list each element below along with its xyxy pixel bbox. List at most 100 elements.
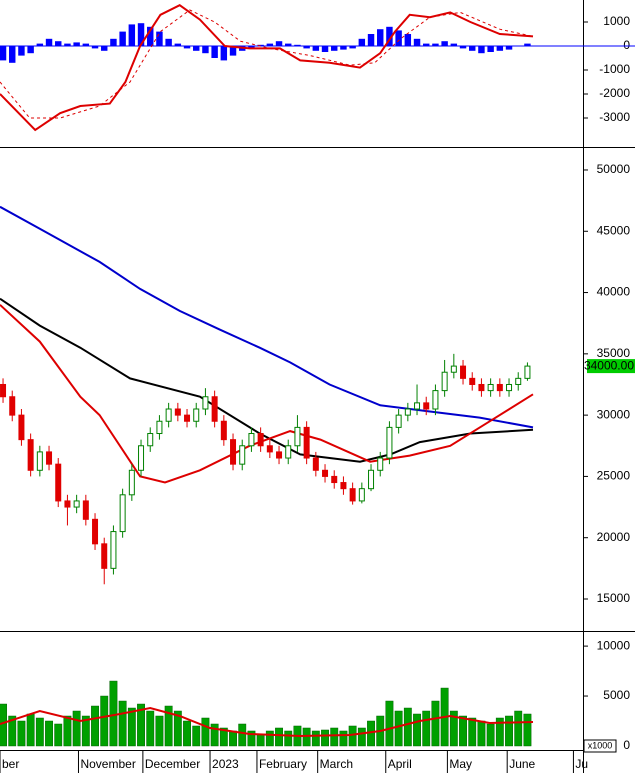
histogram-bar xyxy=(119,31,126,47)
candle-body xyxy=(294,426,301,447)
volume-bar xyxy=(0,703,7,747)
volume-bar xyxy=(26,713,35,747)
candle-body xyxy=(73,500,80,508)
volume-bar xyxy=(311,730,320,747)
histogram-bar xyxy=(193,46,200,51)
candle-body xyxy=(312,457,319,471)
histogram-bar xyxy=(27,46,34,54)
y-tick-label: 45000 xyxy=(597,223,631,237)
candle-body xyxy=(515,377,522,385)
candle-body xyxy=(110,531,117,569)
candle-body xyxy=(156,420,163,435)
candle-body xyxy=(524,365,531,379)
volume-bar xyxy=(486,723,495,747)
volume-bar xyxy=(321,729,329,747)
histogram-bar xyxy=(459,46,467,49)
histogram-bar xyxy=(441,41,448,47)
volume-bar xyxy=(459,715,467,747)
x-tick-label: 2023 xyxy=(212,757,239,771)
histogram-bar xyxy=(0,46,7,61)
candle-body xyxy=(101,543,108,569)
y-tick-label: 0 xyxy=(623,38,630,52)
histogram-bar xyxy=(45,38,53,47)
histogram-bar xyxy=(404,34,412,47)
candle-body xyxy=(36,451,43,471)
histogram-bar xyxy=(469,46,476,51)
x-tick-label: March xyxy=(320,757,353,771)
candle-body xyxy=(395,414,402,428)
histogram-bar xyxy=(9,46,16,63)
candle-body xyxy=(432,390,439,410)
x-tick-label: February xyxy=(259,757,307,771)
histogram-bar xyxy=(110,38,117,47)
candle-body xyxy=(423,402,430,410)
volume-bar xyxy=(72,710,81,747)
candle-body xyxy=(414,402,421,410)
y-tick-label: 30000 xyxy=(597,407,631,421)
histogram-bar xyxy=(275,41,283,47)
volume-bar xyxy=(81,715,90,747)
histogram-bar xyxy=(18,46,25,56)
candle-body xyxy=(285,445,292,459)
histogram-bar xyxy=(478,46,485,54)
y-tick-label: -1000 xyxy=(599,62,630,76)
volume-bar xyxy=(413,713,421,747)
histogram-bar xyxy=(64,43,71,47)
candle-body xyxy=(386,426,393,459)
y-tick-label: -2000 xyxy=(599,86,630,100)
volume-bar xyxy=(183,720,191,747)
volume-bar xyxy=(302,727,311,747)
volume-bar xyxy=(63,715,72,747)
volume-bar xyxy=(477,720,486,747)
histogram-bar xyxy=(128,24,136,47)
candle-body xyxy=(147,433,154,447)
histogram-bar xyxy=(349,46,356,49)
histogram-bar xyxy=(156,31,163,47)
histogram-bar xyxy=(147,26,154,47)
y-tick-label: 15000 xyxy=(597,591,631,605)
volume-bar xyxy=(275,727,283,747)
y-tick-label: 35000 xyxy=(597,346,631,360)
candle-body xyxy=(9,396,16,416)
volume-bar xyxy=(357,727,366,747)
candle-body xyxy=(220,420,227,441)
histogram-bar xyxy=(331,46,338,51)
volume-bar xyxy=(394,710,403,747)
y-tick-label: 20000 xyxy=(597,530,631,544)
candle-body xyxy=(368,469,375,490)
volume-bar xyxy=(91,705,99,747)
volume-bar xyxy=(385,700,394,747)
indicator-line xyxy=(0,297,534,463)
candle-body xyxy=(230,439,237,465)
volume-bar xyxy=(192,725,201,747)
histogram-bar xyxy=(395,30,402,47)
candle-body xyxy=(27,439,34,471)
histogram-bar xyxy=(340,46,347,50)
volume-bar xyxy=(54,723,63,747)
histogram-bar xyxy=(524,43,531,47)
candle-body xyxy=(55,463,62,502)
volume-bar xyxy=(505,715,513,747)
volume-bar xyxy=(164,705,173,747)
histogram-bar xyxy=(377,29,384,47)
volume-bar xyxy=(495,717,504,747)
histogram-bar xyxy=(358,38,366,47)
histogram-bar xyxy=(386,26,393,47)
candle-body xyxy=(184,414,191,422)
candle-body xyxy=(303,426,310,459)
histogram-bar xyxy=(220,46,228,61)
histogram-bar xyxy=(312,46,320,51)
volume-bar xyxy=(247,730,256,747)
candle-body xyxy=(450,365,457,373)
candle-body xyxy=(478,383,485,392)
candle-body xyxy=(506,383,513,392)
volume-bar xyxy=(100,695,109,747)
histogram-bar xyxy=(165,38,172,47)
candle-body xyxy=(358,488,365,502)
histogram-bar xyxy=(423,43,430,47)
histogram-bar xyxy=(183,46,191,49)
last-price-box xyxy=(587,359,635,374)
candle-body xyxy=(64,500,71,508)
histogram-bar xyxy=(55,41,62,47)
